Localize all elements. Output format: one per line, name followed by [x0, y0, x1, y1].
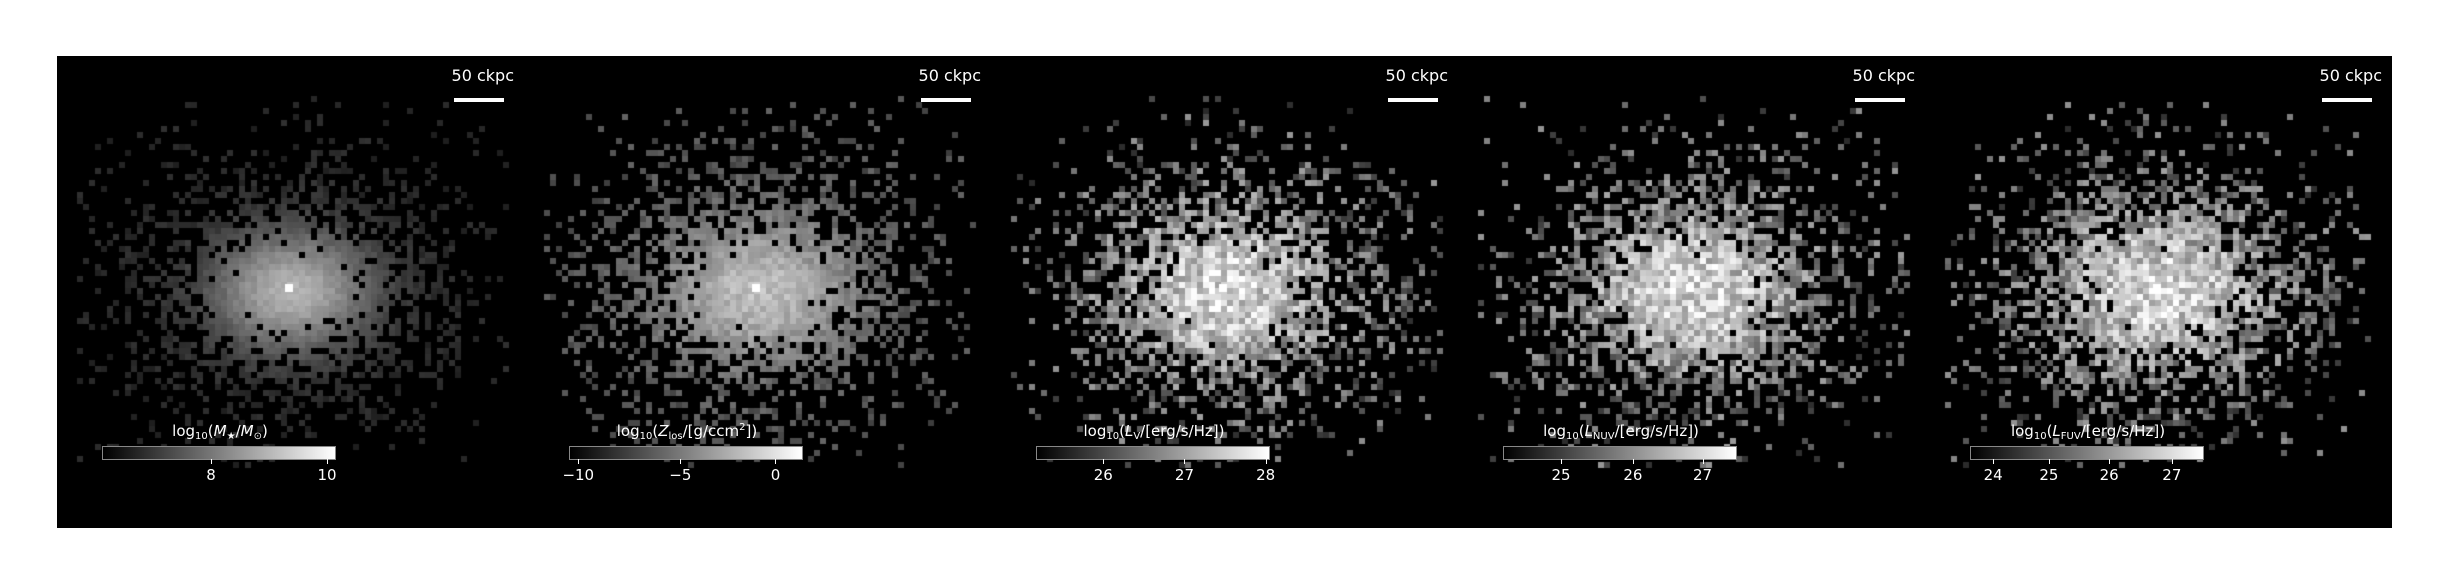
colorbar-tick	[1702, 459, 1704, 464]
scale-bar-label: 50 ckpc	[918, 66, 981, 85]
colorbar-title: log10(LFUV/[erg/s/Hz])	[2010, 422, 2166, 442]
panel-lv: 50 ckpc log10(LV/[erg/s/Hz]) 26 27 28	[991, 56, 1458, 528]
colorbar-tick	[1265, 459, 1267, 464]
colorbar-tick-label: 8	[206, 466, 216, 484]
colorbar-tick-label: −5	[669, 466, 692, 484]
colorbar-tick	[578, 459, 580, 464]
colorbar-gradient	[1970, 446, 2204, 460]
colorbar-title: log10(M★/M⊙)	[172, 422, 268, 442]
panel-z: 50 ckpc log10(Zlos/[g/ccm2]) −10 −5 0	[524, 56, 991, 528]
colorbar-gradient	[569, 446, 803, 460]
colorbar-tick-label: 26	[2099, 466, 2119, 484]
colorbar-tick-label: −10	[562, 466, 595, 484]
scale-bar-label: 50 ckpc	[1852, 66, 1915, 85]
colorbar-title: log10(LNUV/[erg/s/Hz])	[1543, 422, 1699, 442]
scale-bar-line	[921, 98, 971, 102]
colorbar-tick-label: 26	[1093, 466, 1113, 484]
colorbar-tick	[1103, 459, 1105, 464]
colorbar-tick-label: 25	[1551, 466, 1571, 484]
colorbar-tick	[680, 459, 682, 464]
colorbar-tick	[1993, 459, 1995, 464]
colorbar-tick	[327, 459, 329, 464]
colorbar-tick	[775, 459, 777, 464]
scale-bar-label: 50 ckpc	[1385, 66, 1448, 85]
scale-bar: 50 ckpc	[918, 66, 981, 106]
scale-bar: 50 ckpc	[1852, 66, 1915, 106]
figure: 50 ckpc log10(M★/M⊙) 8 10 50 ckpc log10(Zlos/…	[57, 56, 2392, 528]
colorbar-title: log10(Zlos/[g/ccm2])	[616, 422, 758, 442]
colorbar-tick-label: 26	[1623, 466, 1643, 484]
colorbar-tick-label: 24	[1983, 466, 2003, 484]
colorbar-tick-label: 27	[1692, 466, 1713, 484]
colorbar-tick	[211, 459, 213, 464]
colorbar-tick-label: 28	[1256, 466, 1276, 484]
colorbar-tick-label: 0	[770, 466, 781, 484]
colorbar-tick	[2171, 459, 2173, 464]
colorbar-tick-label: 27	[1174, 466, 1195, 484]
colorbar-tick-label: 27	[2162, 466, 2182, 484]
scale-bar: 50 ckpc	[451, 66, 514, 106]
scale-bar-label: 50 ckpc	[451, 66, 514, 85]
scale-bar-line	[2322, 98, 2372, 102]
scale-bar-label: 50 ckpc	[2319, 66, 2382, 85]
colorbar-tick	[1632, 459, 1634, 464]
colorbar-tick	[1184, 459, 1186, 464]
scale-bar-line	[1388, 98, 1438, 102]
colorbar-tick-label: 10	[317, 466, 337, 484]
colorbar-tick	[1561, 459, 1562, 464]
colorbar-gradient	[1036, 446, 1270, 460]
panel-lfuv: 50 ckpc log10(LFUV/[erg/s/Hz]) 24 25 26 27	[1925, 56, 2392, 528]
panel-mstar: 50 ckpc log10(M★/M⊙) 8 10	[57, 56, 524, 528]
scale-bar-line	[454, 98, 504, 102]
colorbar-title: log10(LV/[erg/s/Hz])	[1083, 422, 1225, 442]
panel-lnuv: 50 ckpc log10(LNUV/[erg/s/Hz]) 25 26 27	[1458, 56, 1925, 528]
scale-bar-line	[1855, 98, 1905, 102]
scale-bar: 50 ckpc	[1385, 66, 1448, 106]
colorbar-tick	[2109, 459, 2111, 464]
colorbar-tick-label: 25	[2039, 466, 2059, 484]
colorbar-gradient	[1503, 446, 1737, 460]
colorbar-gradient	[102, 446, 336, 460]
colorbar-tick	[2048, 459, 2050, 464]
scale-bar: 50 ckpc	[2319, 66, 2382, 106]
